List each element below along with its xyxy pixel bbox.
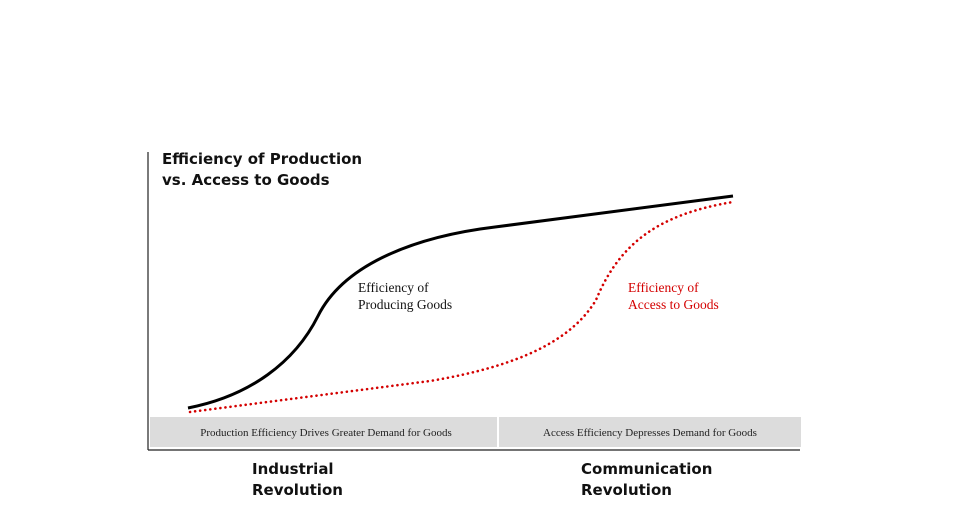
- curve-label: Efficiency of: [358, 280, 429, 295]
- era-label: Communication: [581, 460, 712, 478]
- curve-label: Producing Goods: [358, 297, 452, 312]
- access-curve: [188, 200, 735, 414]
- era-label: Industrial: [252, 460, 334, 478]
- title-line: vs. Access to Goods: [162, 171, 330, 189]
- era-label: Revolution: [581, 481, 672, 499]
- era-label: Revolution: [252, 481, 343, 499]
- title-line: Efficiency of Production: [162, 150, 362, 168]
- band: [499, 417, 801, 447]
- curve-label: Efficiency of: [628, 280, 699, 295]
- curve-label: Access to Goods: [628, 297, 719, 312]
- band: [150, 417, 497, 447]
- band-label: Access Efficiency Depresses Demand for G…: [543, 427, 757, 439]
- band-label: Production Efficiency Drives Greater Dem…: [200, 427, 452, 439]
- production-curve: [187, 194, 734, 410]
